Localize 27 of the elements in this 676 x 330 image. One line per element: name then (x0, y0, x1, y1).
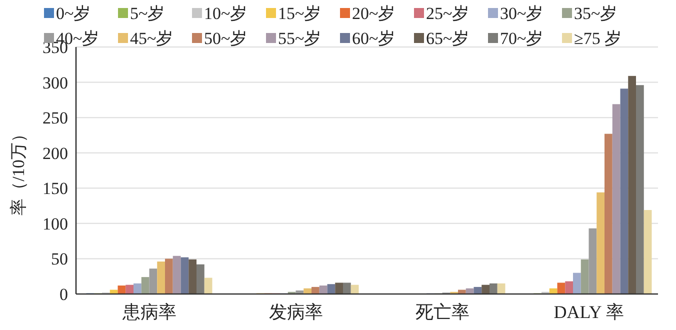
legend-label: 35~岁 (574, 4, 618, 23)
legend-label: 60~岁 (352, 29, 396, 48)
y-tick-label: 200 (42, 144, 68, 163)
y-tick-label: 150 (42, 179, 68, 198)
x-tick-label: 发病率 (268, 302, 323, 322)
legend-label: 30~岁 (500, 4, 544, 23)
x-tick-label: 死亡率 (415, 302, 470, 322)
legend-label: 15~岁 (278, 4, 322, 23)
legend-label: 0~岁 (56, 4, 91, 23)
x-tick-label: 患病率 (121, 302, 176, 322)
legend-label: 20~岁 (352, 4, 396, 23)
x-tick-label: DALY 率 (554, 302, 624, 322)
legend-label: 55~岁 (278, 29, 322, 48)
legend-label: 10~岁 (204, 4, 248, 23)
legend-label: ≥75 岁 (574, 29, 622, 48)
legend-label: 25~岁 (426, 4, 470, 23)
legend-label: 70~岁 (500, 29, 544, 48)
legend-label: 5~岁 (130, 4, 165, 23)
y-tick-label: 300 (42, 73, 68, 92)
y-axis-title: 率（/10万） (9, 126, 28, 216)
legend-label: 45~岁 (130, 29, 174, 48)
y-tick-label: 0 (60, 285, 68, 304)
legend-label: 50~岁 (204, 29, 248, 48)
y-tick-label: 100 (42, 214, 68, 234)
y-tick-label: 250 (42, 108, 68, 128)
legend-label: 65~岁 (426, 29, 470, 48)
y-tick-label: 50 (51, 250, 68, 269)
